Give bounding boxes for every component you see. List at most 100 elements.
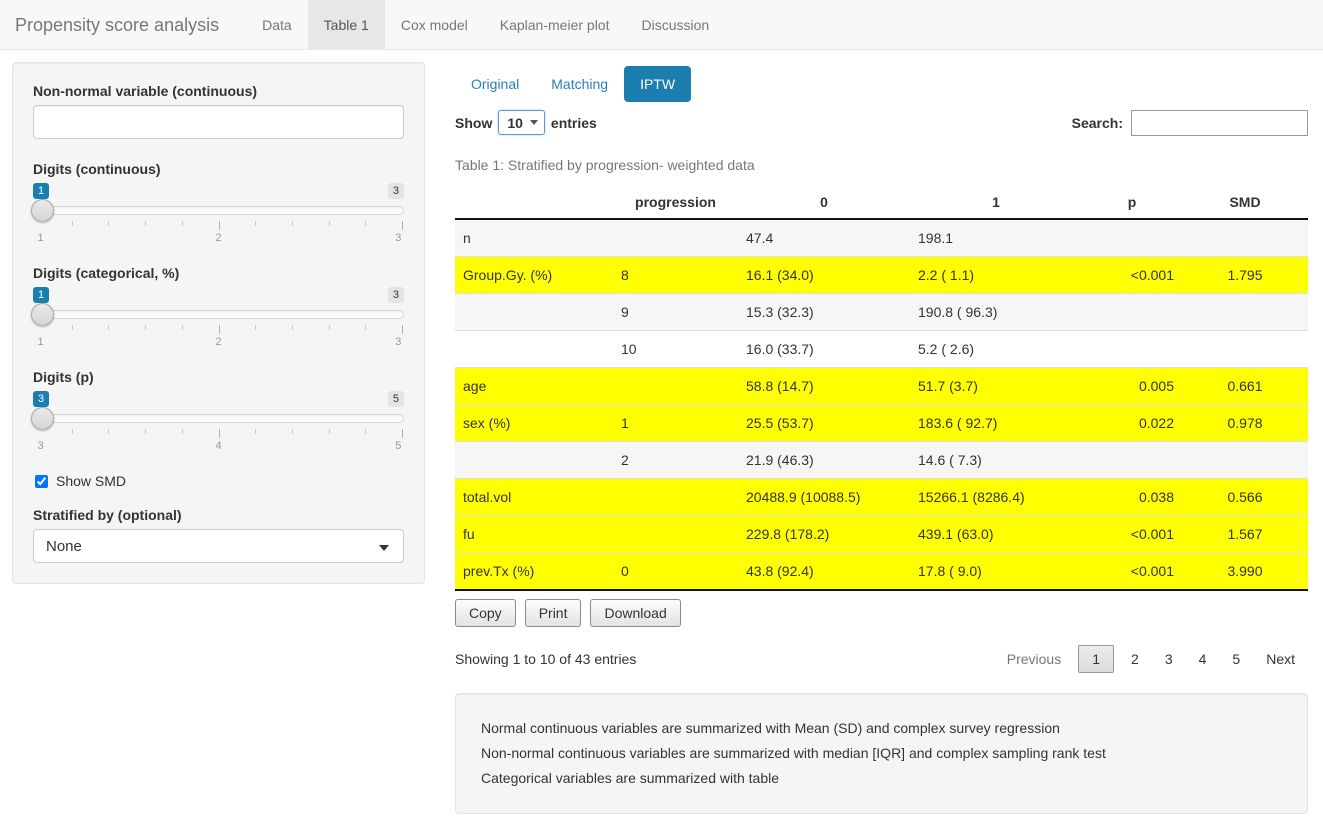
- nav-tab-discussion[interactable]: Discussion: [641, 17, 710, 33]
- column-header-p[interactable]: p: [1082, 186, 1182, 220]
- table-cell: 21.9 (46.3): [746, 452, 814, 468]
- slider-tick-mark: [145, 221, 147, 226]
- page-button-2[interactable]: 2: [1131, 651, 1139, 667]
- slider-handle[interactable]: [31, 303, 54, 326]
- table-cell: [613, 516, 738, 553]
- table-row[interactable]: sex (%) 1 25.5 (53.7) 183.6 ( 92.7) 0.022 0.9…: [455, 404, 1308, 442]
- slider-track[interactable]: [33, 310, 404, 319]
- slider-tick-mark: [71, 221, 73, 226]
- slider-tick-mark: [402, 221, 403, 230]
- table-row[interactable]: Group.Gy. (%) 8 16.1 (34.0) 2.2 ( 1.1) <0.00…: [455, 256, 1308, 294]
- slider-track[interactable]: [33, 414, 404, 423]
- table-row[interactable]: 2 21.9 (46.3) 14.6 ( 7.3): [455, 441, 1308, 479]
- slider-value-badge: 1: [33, 287, 50, 304]
- table-type-tabs: Original Matching IPTW: [455, 66, 1308, 102]
- table-cell: 198.1: [918, 230, 954, 246]
- slider-grid: 1 2 3: [35, 221, 403, 245]
- summary-notes-panel: Normal continuous variables are summariz…: [455, 693, 1308, 814]
- slider-tick-label: 3: [37, 440, 44, 452]
- tab-matching[interactable]: Matching: [551, 76, 609, 92]
- next-page-button[interactable]: Next: [1266, 651, 1295, 667]
- stratified-by-select[interactable]: None: [33, 529, 404, 563]
- slider-tick-mark: [402, 429, 403, 438]
- slider-handle[interactable]: [31, 407, 54, 430]
- slider-tick-mark: [328, 221, 330, 226]
- slider-tick-mark: [71, 325, 73, 330]
- table-cell: 1.795: [1227, 267, 1263, 283]
- previous-page-button[interactable]: Previous: [1006, 651, 1062, 667]
- slider-tick-mark: [365, 325, 367, 330]
- table-row[interactable]: 10 16.0 (33.7) 5.2 ( 2.6): [455, 330, 1308, 368]
- sidebar-panel: Non-normal variable (continuous) Digits …: [12, 62, 425, 584]
- table-cell: 1: [621, 415, 629, 431]
- slider-tick-mark: [365, 429, 367, 434]
- table-cell: [1082, 442, 1182, 479]
- entries-length-control: Show 10 entries: [455, 110, 597, 135]
- table-row[interactable]: 9 15.3 (32.3) 190.8 ( 96.3): [455, 293, 1308, 331]
- tab-original[interactable]: Original: [471, 76, 520, 92]
- slider-tick-mark: [108, 325, 110, 330]
- table-cell: 47.4: [746, 230, 774, 246]
- main-content: Original Matching IPTW Show 10 entries S…: [455, 62, 1308, 814]
- page-button-1[interactable]: 1: [1078, 645, 1115, 673]
- download-button[interactable]: Download: [590, 599, 681, 627]
- entries-select[interactable]: 10: [498, 110, 545, 135]
- column-header-progression[interactable]: progression: [613, 186, 738, 220]
- copy-button[interactable]: Copy: [455, 599, 516, 627]
- slider-value-badge: 1: [33, 183, 50, 200]
- table-cell: 20488.9 (10088.5): [746, 489, 861, 505]
- table-cell: 0.038: [1138, 489, 1174, 505]
- slider-tick-label: 5: [395, 440, 402, 452]
- table-row[interactable]: prev.Tx (%) 0 43.8 (92.4) 17.8 ( 9.0) <0.001…: [455, 552, 1308, 590]
- table-cell: <0.001: [1130, 267, 1174, 283]
- slider-tick-mark: [291, 221, 293, 226]
- column-header-0[interactable]: 0: [738, 186, 910, 220]
- slider-digits-continuous: 1 3 1 2 3: [31, 183, 404, 245]
- table-cell: 16.1 (34.0): [746, 267, 814, 283]
- slider-track[interactable]: [33, 206, 404, 215]
- table-caption: Table 1: Stratified by progression- weig…: [455, 157, 755, 173]
- nav-tab-data[interactable]: Data: [262, 17, 292, 33]
- page-button-3[interactable]: 3: [1164, 651, 1173, 667]
- stratified-by-label: Stratified by (optional): [33, 507, 182, 523]
- column-header-variable[interactable]: [455, 186, 613, 220]
- slider-tick-label: 1: [37, 336, 44, 348]
- slider-max-badge: 3: [387, 287, 404, 304]
- table-header-row: progression 0 1 p SMD: [455, 186, 1308, 220]
- table-row[interactable]: fu 229.8 (178.2) 439.1 (63.0) <0.001 1.567: [455, 515, 1308, 553]
- slider-tick-mark: [218, 325, 220, 334]
- print-button[interactable]: Print: [524, 599, 582, 627]
- nonnormal-variable-input[interactable]: [33, 105, 404, 139]
- page-button-4[interactable]: 4: [1198, 651, 1207, 667]
- tab-iptw[interactable]: IPTW: [624, 66, 692, 102]
- slider-tick-mark: [181, 325, 183, 330]
- slider-tick-mark: [291, 429, 293, 434]
- nav-tab-kaplan-meier-plot[interactable]: Kaplan-meier plot: [499, 17, 610, 33]
- slider-label: Digits (continuous): [33, 161, 161, 177]
- slider-tick-mark: [255, 325, 257, 330]
- page-button-5[interactable]: 5: [1232, 651, 1241, 667]
- table-cell: 0: [621, 563, 629, 579]
- column-header-smd[interactable]: SMD: [1182, 186, 1308, 220]
- slider-tick-label: 3: [395, 336, 402, 348]
- table-cell: 439.1 (63.0): [918, 526, 994, 542]
- slider-tick-mark: [255, 221, 257, 226]
- table-row[interactable]: n 47.4 198.1: [455, 219, 1308, 257]
- show-label: Show: [455, 114, 493, 131]
- table-row[interactable]: total.vol 20488.9 (10088.5) 15266.1 (8286.…: [455, 478, 1308, 516]
- search-label: Search:: [1071, 115, 1123, 131]
- table-cell: 14.6 ( 7.3): [918, 452, 982, 468]
- table-cell: [1082, 331, 1182, 368]
- table-row[interactable]: age 58.8 (14.7) 51.7 (3.7) 0.005 0.661: [455, 367, 1308, 405]
- show-smd-checkbox[interactable]: [35, 474, 48, 488]
- nav-tab-cox-model[interactable]: Cox model: [400, 17, 468, 33]
- slider-tick-mark: [255, 429, 257, 434]
- slider-tick-mark: [145, 429, 147, 434]
- note-line: Categorical variables are summarized wit…: [481, 770, 780, 786]
- search-input[interactable]: [1131, 110, 1308, 136]
- nav-tab-table1[interactable]: Table 1: [307, 0, 385, 49]
- table-cell: 5.2 ( 2.6): [918, 341, 975, 357]
- slider-value-badge: 3: [33, 391, 50, 408]
- column-header-1[interactable]: 1: [910, 186, 1082, 220]
- slider-handle[interactable]: [31, 199, 54, 222]
